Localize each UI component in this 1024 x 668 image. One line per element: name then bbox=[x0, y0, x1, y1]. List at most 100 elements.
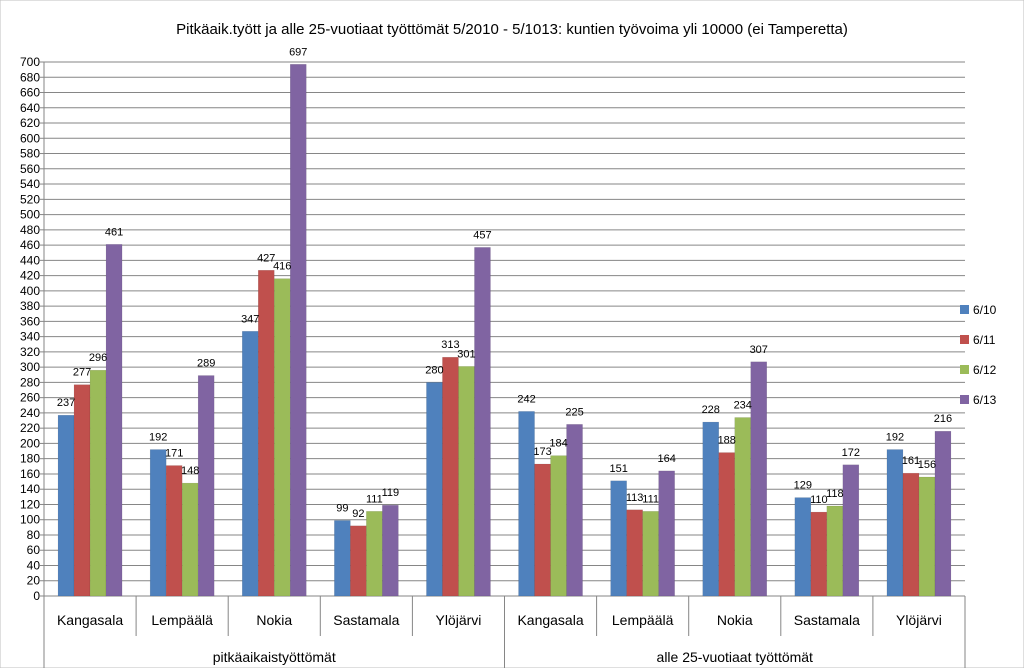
bar-6-13 bbox=[566, 424, 583, 597]
bar-6-12 bbox=[918, 476, 936, 597]
y-tick-label: 600 bbox=[20, 131, 40, 145]
data-label: 192 bbox=[886, 432, 904, 444]
bar-6-13 bbox=[105, 244, 123, 597]
bar-6-13 bbox=[842, 464, 860, 597]
bar-6-10 bbox=[426, 382, 443, 597]
y-tick-label: 460 bbox=[20, 238, 40, 252]
bar-6-11 bbox=[165, 465, 183, 597]
legend-swatch bbox=[960, 335, 969, 344]
bar-6-13 bbox=[197, 375, 215, 597]
bar-6-11 bbox=[442, 356, 459, 597]
chart-title: Pitkäaik.tyött ja alle 25-vuotiaat tyött… bbox=[176, 21, 848, 38]
bar-6-10 bbox=[242, 331, 259, 597]
y-tick-label: 100 bbox=[20, 513, 40, 527]
group-label: pitkäaikaistyöttömät bbox=[213, 649, 336, 665]
category-label: Sastamala bbox=[794, 612, 860, 628]
bar-6-10 bbox=[518, 411, 535, 597]
category-label: Sastamala bbox=[333, 612, 399, 628]
data-label: 110 bbox=[810, 494, 828, 506]
data-label: 113 bbox=[626, 492, 644, 504]
bar-6-11 bbox=[73, 384, 91, 597]
data-label: 277 bbox=[73, 367, 91, 379]
bar-6-12 bbox=[366, 511, 383, 597]
y-tick-label: 180 bbox=[20, 452, 40, 466]
y-tick-label: 560 bbox=[20, 162, 40, 176]
bar-6-11 bbox=[810, 511, 828, 597]
data-label: 242 bbox=[517, 393, 535, 405]
y-tick-label: 620 bbox=[20, 116, 40, 130]
data-label: 171 bbox=[165, 448, 183, 460]
y-tick-label: 80 bbox=[27, 528, 41, 542]
bar-6-10 bbox=[57, 414, 75, 597]
data-label: 119 bbox=[382, 487, 400, 499]
data-label: 99 bbox=[336, 502, 348, 514]
y-tick-label: 120 bbox=[20, 497, 40, 511]
bar-6-13 bbox=[934, 430, 952, 597]
category-label: Kangasala bbox=[517, 612, 583, 628]
group-label: alle 25-vuotiaat työttömät bbox=[657, 649, 814, 665]
data-label: 296 bbox=[89, 352, 107, 364]
data-label: 461 bbox=[105, 226, 123, 238]
data-label: 225 bbox=[565, 406, 583, 418]
y-tick-label: 200 bbox=[20, 436, 40, 450]
bar-6-11 bbox=[350, 525, 367, 597]
data-label: 148 bbox=[181, 465, 199, 477]
bar-6-10 bbox=[794, 497, 812, 597]
y-tick-label: 140 bbox=[20, 482, 40, 496]
data-label: 427 bbox=[257, 252, 275, 264]
data-label: 164 bbox=[657, 453, 675, 465]
category-label: Nokia bbox=[717, 612, 753, 628]
legend-label: 6/10 bbox=[973, 303, 997, 317]
y-tick-label: 220 bbox=[20, 421, 40, 435]
data-label: 161 bbox=[902, 455, 920, 467]
bar-6-12 bbox=[642, 511, 659, 597]
y-tick-label: 320 bbox=[20, 345, 40, 359]
data-label: 118 bbox=[826, 488, 844, 500]
y-tick-label: 0 bbox=[33, 589, 40, 603]
bar-6-12 bbox=[734, 417, 751, 597]
category-label: Nokia bbox=[256, 612, 292, 628]
data-label: 188 bbox=[718, 435, 736, 447]
y-tick-label: 20 bbox=[27, 574, 41, 588]
bar-6-10 bbox=[149, 449, 167, 597]
y-tick-label: 640 bbox=[20, 101, 40, 115]
legend-label: 6/11 bbox=[973, 333, 996, 347]
category-label: Lempäälä bbox=[151, 612, 213, 628]
bars bbox=[57, 64, 952, 597]
data-label: 347 bbox=[241, 313, 259, 325]
y-tick-label: 680 bbox=[20, 70, 40, 84]
data-label: 111 bbox=[642, 493, 659, 505]
bar-6-11 bbox=[258, 270, 275, 597]
data-label: 184 bbox=[549, 438, 567, 450]
legend: 6/10 6/11 6/12 6/13 bbox=[960, 303, 997, 407]
y-tick-label: 60 bbox=[27, 543, 41, 557]
data-label: 228 bbox=[702, 404, 720, 416]
bar-6-13 bbox=[474, 247, 491, 597]
data-label: 307 bbox=[750, 344, 768, 356]
legend-label: 6/13 bbox=[973, 393, 997, 407]
y-tick-label: 540 bbox=[20, 177, 40, 191]
y-tick-label: 300 bbox=[20, 360, 40, 374]
y-tick-label: 400 bbox=[20, 284, 40, 298]
data-label: 173 bbox=[533, 446, 551, 458]
y-tick-label: 340 bbox=[20, 330, 40, 344]
data-labels: 237 192 347 99 280 242 151 228 129 192 277 171 427 92… bbox=[57, 46, 952, 520]
data-label: 301 bbox=[457, 348, 475, 360]
bar-6-10 bbox=[334, 520, 351, 597]
y-tick-label: 500 bbox=[20, 208, 40, 222]
bar-6-12 bbox=[550, 455, 567, 597]
bar-6-12 bbox=[181, 482, 199, 597]
bar-6-11 bbox=[718, 452, 735, 597]
category-label: Ylöjärvi bbox=[896, 612, 942, 628]
legend-swatch bbox=[960, 305, 969, 314]
data-label: 289 bbox=[197, 358, 215, 370]
bar-6-13 bbox=[750, 361, 767, 597]
y-tick-label: 520 bbox=[20, 192, 40, 206]
y-tick-label: 360 bbox=[20, 314, 40, 328]
category-axis: Kangasala Lempäälä Nokia Sastamala Ylöjärvi K… bbox=[43, 596, 966, 668]
data-label: 111 bbox=[366, 493, 383, 505]
bar-6-10 bbox=[886, 449, 904, 597]
bar-6-11 bbox=[534, 463, 551, 597]
data-label: 457 bbox=[473, 229, 491, 241]
